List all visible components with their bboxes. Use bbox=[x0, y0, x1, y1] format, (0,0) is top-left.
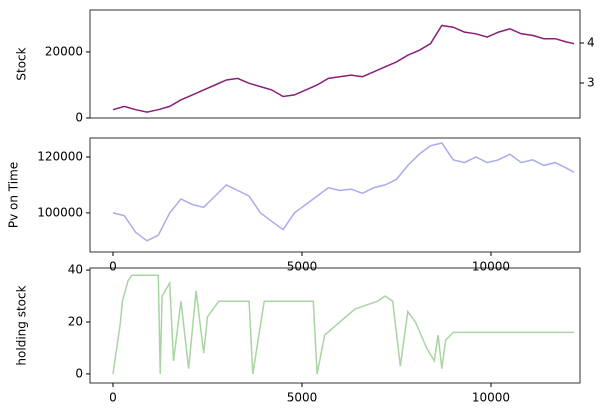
series-line bbox=[112, 24, 575, 113]
y2-tick-label: 3 bbox=[587, 76, 595, 90]
x-tick-label: 0 bbox=[109, 391, 117, 405]
x-tick-label: 0 bbox=[109, 260, 117, 274]
axes-frame bbox=[89, 9, 581, 119]
y-tick-label: 120000 bbox=[37, 150, 83, 164]
y-tick-label: 100000 bbox=[37, 205, 83, 219]
x-tick-label: 5000 bbox=[287, 260, 318, 274]
y-tick-label: 0 bbox=[75, 111, 83, 125]
series-line bbox=[112, 142, 575, 242]
y-axis-label: holding stock bbox=[15, 285, 29, 365]
y2-tick-label: 4 bbox=[587, 36, 595, 50]
x-tick-label: 10000 bbox=[472, 260, 510, 274]
y-axis-label: Pv on Time bbox=[7, 162, 21, 228]
x-tick-label: 10000 bbox=[472, 391, 510, 405]
axes-frame bbox=[89, 137, 581, 253]
y-tick-label: 20000 bbox=[45, 44, 83, 58]
y-tick-label: 40 bbox=[68, 263, 83, 277]
series-line bbox=[112, 274, 575, 375]
y-tick-label: 0 bbox=[75, 366, 83, 380]
x-tick-label: 5000 bbox=[287, 391, 318, 405]
y-tick-label: 20 bbox=[68, 314, 83, 328]
y-axis-label: Stock bbox=[15, 47, 29, 80]
axes-frame bbox=[89, 267, 581, 384]
